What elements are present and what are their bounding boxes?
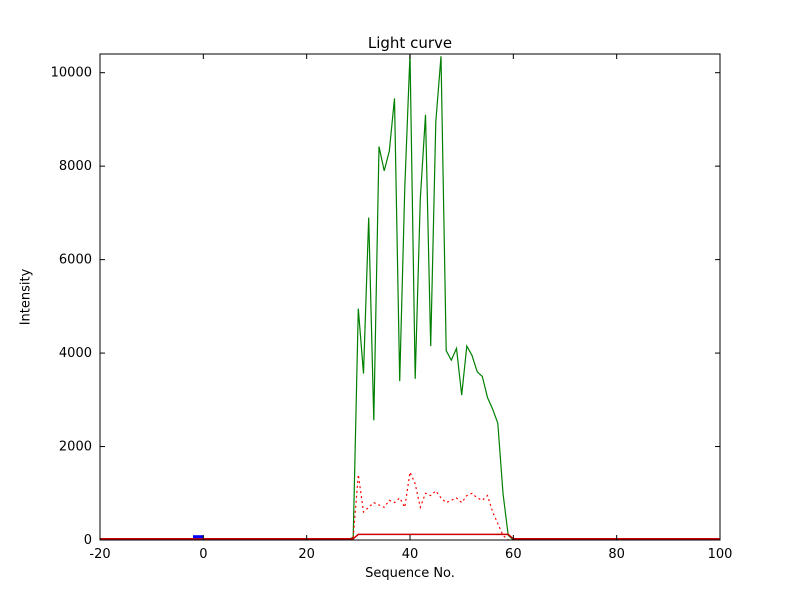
x-tick-label: 20 [298, 547, 315, 562]
y-tick-label: 6000 [59, 253, 92, 268]
x-tick-label: -20 [89, 547, 110, 562]
x-tick-label: 80 [608, 547, 625, 562]
series-green-lightcurve [100, 54, 720, 540]
chart-title: Light curve [367, 34, 453, 52]
y-tick-label: 0 [84, 533, 92, 548]
x-tick-label: 60 [505, 547, 522, 562]
series-red-baseline [100, 533, 720, 540]
y-tick-label: 2000 [59, 440, 92, 455]
x-tick-label: 40 [402, 547, 419, 562]
series-red-dotted-background [352, 470, 509, 540]
y-tick-label: 8000 [59, 159, 92, 174]
x-axis-label: Sequence No. [365, 566, 455, 581]
x-tick-label: 0 [199, 547, 207, 562]
axes-frame [99, 53, 721, 541]
y-tick-label: 4000 [59, 346, 92, 361]
x-tick-label: 100 [708, 547, 733, 562]
y-tick-label: 10000 [51, 66, 92, 81]
